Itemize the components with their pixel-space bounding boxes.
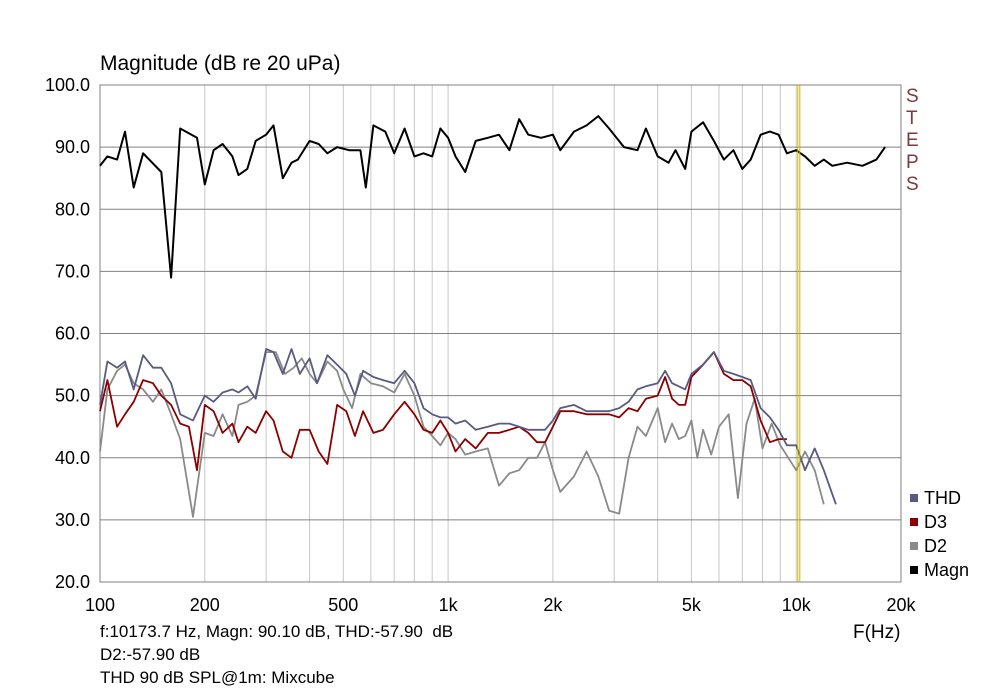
series-line-thd	[99, 348, 837, 505]
x-tick-label: 100	[85, 595, 115, 615]
legend-swatch-magn	[910, 566, 918, 574]
x-tick-label: 200	[190, 595, 220, 615]
legend-label-d2: D2	[924, 536, 947, 556]
series-line-d3	[99, 351, 787, 472]
steps-letter: S	[906, 174, 919, 195]
chart-title: Magnitude (dB re 20 uPa)	[100, 52, 341, 75]
y-tick-label: 30.0	[55, 510, 90, 530]
x-axis-label: F(Hz)	[853, 622, 901, 643]
x-tick-label: 1k	[439, 595, 459, 615]
y-tick-label: 20.0	[55, 572, 90, 592]
steps-letter: S	[906, 86, 919, 107]
legend-label-d3: D3	[924, 512, 947, 532]
x-tick-label: 5k	[682, 595, 702, 615]
legend-label-thd: THD	[924, 488, 961, 508]
y-tick-label: 60.0	[55, 324, 90, 344]
steps-letter: P	[906, 152, 919, 173]
y-tick-label: 80.0	[55, 199, 90, 219]
steps-letter: E	[906, 130, 919, 151]
cursor-readout-line3: THD 90 dB SPL@1m: Mixcube	[100, 668, 335, 687]
series-line-d2	[99, 351, 825, 518]
legend-swatch-d2	[910, 542, 918, 550]
x-tick-label: 20k	[886, 595, 916, 615]
plot-frame	[99, 84, 902, 583]
legend-swatch-d3	[910, 518, 918, 526]
y-tick-label: 70.0	[55, 261, 90, 281]
x-tick-label: 500	[328, 595, 358, 615]
x-tick-label: 2k	[543, 595, 563, 615]
legend-label-magn: Magn	[924, 560, 969, 580]
y-tick-label: 100.0	[45, 75, 90, 95]
y-tick-label: 50.0	[55, 386, 90, 406]
legend-swatch-thd	[910, 494, 918, 502]
y-tick-label: 90.0	[55, 137, 90, 157]
cursor-readout-line1: f:10173.7 Hz, Magn: 90.10 dB, THD:-57.90…	[100, 622, 454, 641]
series-line-magn	[99, 115, 886, 279]
y-tick-label: 40.0	[55, 448, 90, 468]
steps-letter: T	[906, 108, 918, 129]
cursor-readout-line2: D2:-57.90 dB	[100, 645, 201, 664]
x-tick-label: 10k	[782, 595, 812, 615]
